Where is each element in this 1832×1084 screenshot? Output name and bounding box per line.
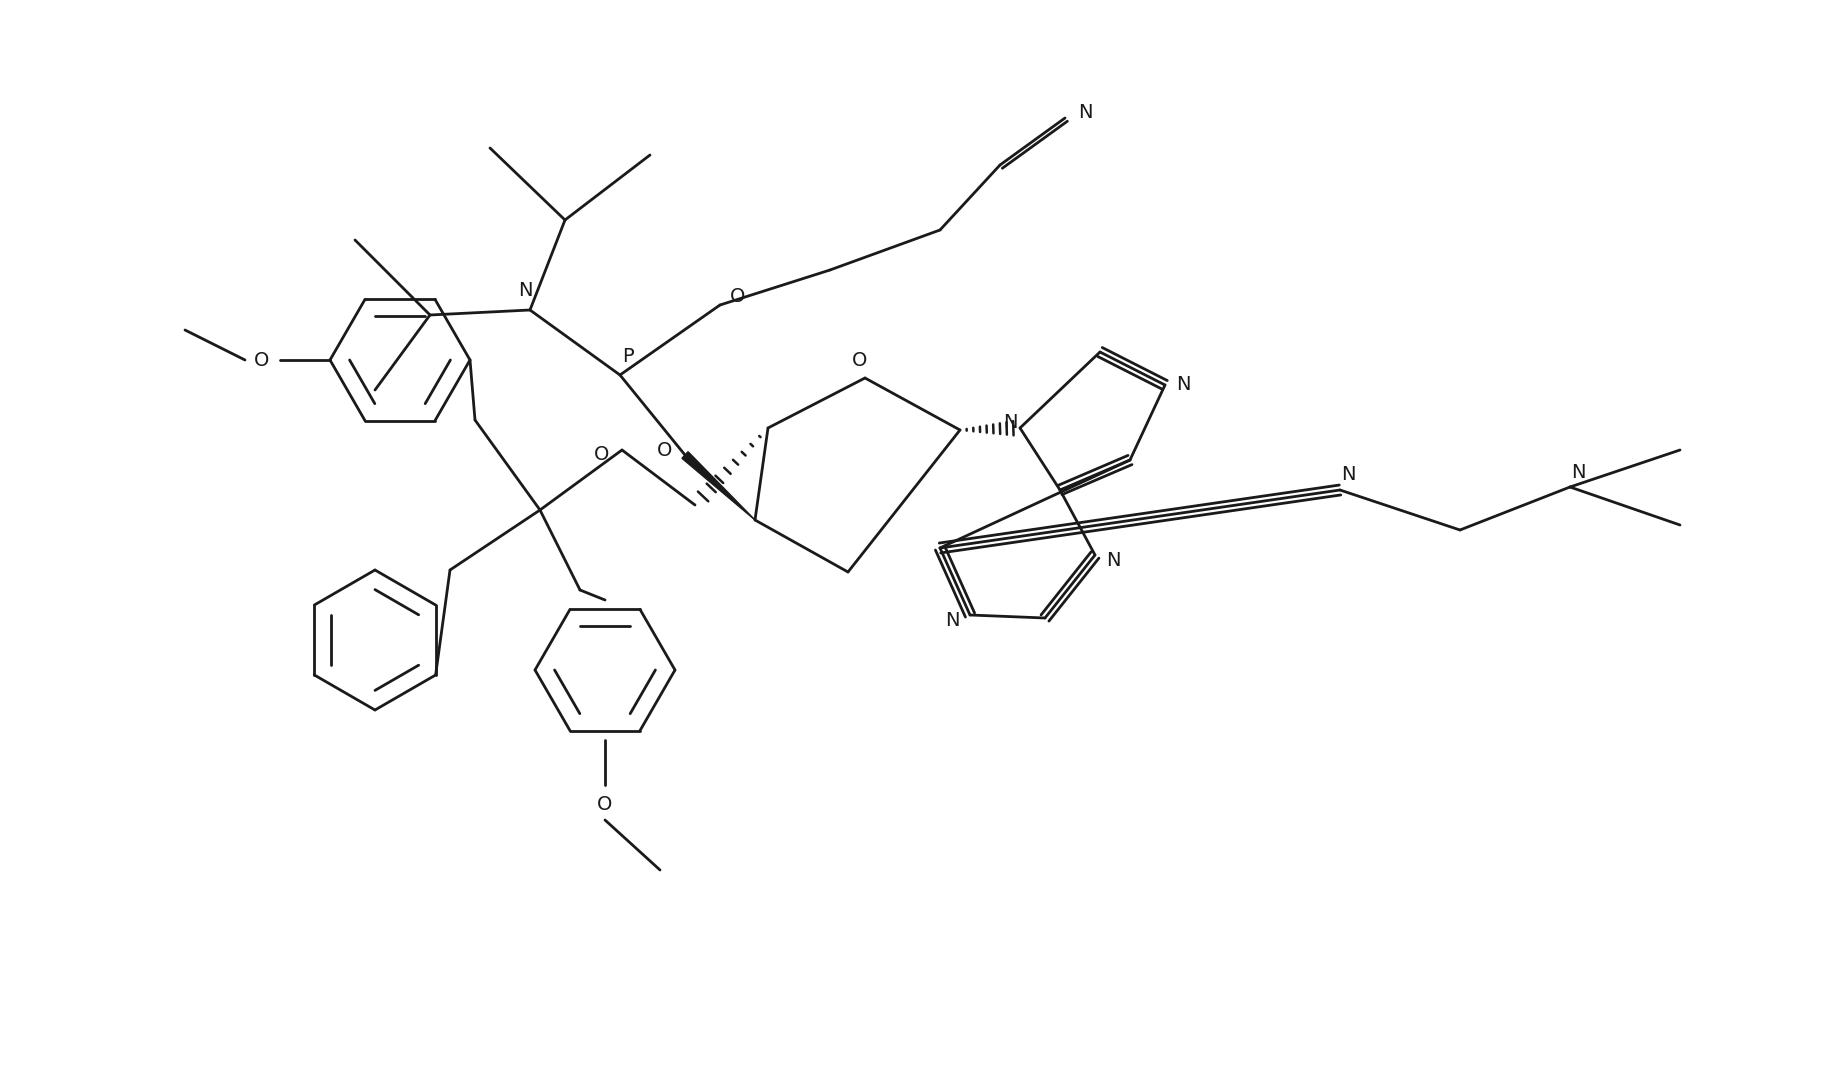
Text: O: O [852, 350, 868, 370]
Polygon shape [682, 452, 755, 520]
Text: N: N [1077, 103, 1092, 122]
Text: O: O [594, 446, 610, 465]
Text: N: N [1002, 413, 1017, 433]
Text: N: N [1570, 463, 1585, 481]
Text: N: N [945, 610, 960, 630]
Text: O: O [255, 350, 269, 370]
Text: O: O [597, 796, 612, 814]
Text: N: N [518, 281, 533, 299]
Text: P: P [623, 348, 634, 366]
Text: O: O [731, 287, 746, 307]
Text: O: O [658, 440, 672, 460]
Text: N: N [1176, 375, 1191, 395]
Text: N: N [1341, 465, 1356, 485]
Text: N: N [1107, 551, 1119, 569]
